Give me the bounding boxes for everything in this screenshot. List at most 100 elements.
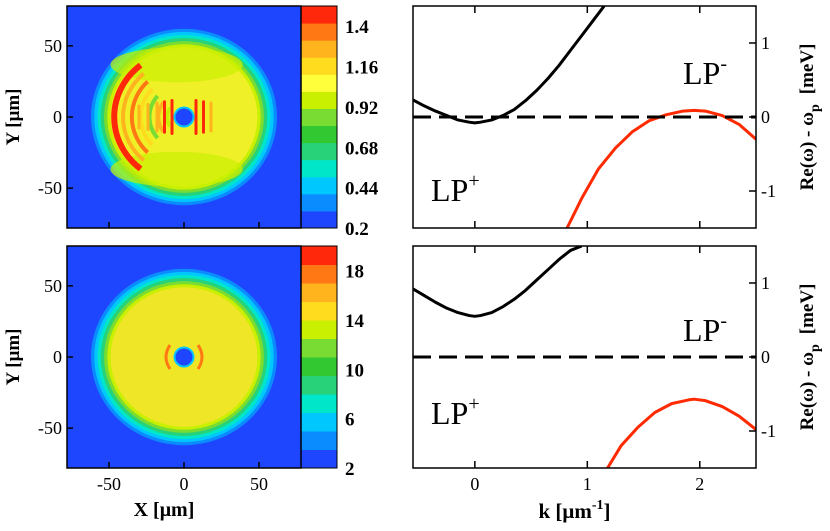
y-axis-label: Re(ω) - ωp [meV] <box>797 44 823 191</box>
y-tick-label: -1 <box>761 421 776 441</box>
colorbar-segment <box>301 264 337 284</box>
colorbar-segment <box>301 246 337 265</box>
map-stripe <box>170 99 174 135</box>
colorbar-segment <box>301 320 337 339</box>
annotation-lp-minus: LP- <box>683 53 727 91</box>
y-tick-label: 0 <box>53 107 62 127</box>
map-top-plot <box>67 6 301 228</box>
colorbar-segment <box>301 283 337 302</box>
annotation-lp-minus: LP- <box>683 310 727 348</box>
x-tick-label: 50 <box>250 474 268 494</box>
x-tick-label: -50 <box>97 474 121 494</box>
x-axis-label-close: ] <box>604 499 611 523</box>
y-axis-label-unit: [meV] <box>797 44 818 95</box>
map-defect <box>175 348 193 366</box>
y-axis-label-unit: [meV] <box>797 284 818 335</box>
colorbar-segment <box>301 449 337 469</box>
x-tick-label: 2 <box>695 474 704 494</box>
colorbar-tick-label: 14 <box>345 311 365 332</box>
colorbar-segment <box>301 375 337 395</box>
y-axis-label-main: Re(ω) - ω <box>797 112 818 191</box>
colorbar-segment <box>301 301 337 321</box>
y-axis-label: Y [μm] <box>3 88 24 145</box>
y-axis-label: Re(ω) - ωp [meV] <box>797 284 823 431</box>
x-tick-label: 0 <box>470 474 479 494</box>
disp-top-plot <box>413 6 756 228</box>
colorbar-segment <box>301 210 337 229</box>
x-axis-label: k [μm-1] <box>539 498 611 523</box>
colorbar-tick-label: 0.44 <box>345 179 379 200</box>
colorbar-segment <box>301 159 337 178</box>
y-axis-label-sub: p <box>808 344 823 352</box>
map-stripe <box>146 103 150 131</box>
colorbar-tick-label: 1.4 <box>345 17 369 38</box>
map-fringe-arc <box>111 62 143 172</box>
colorbar-tick-label: 18 <box>345 262 364 283</box>
map-stripe <box>155 101 159 133</box>
colorbar-tick-label: 1.16 <box>345 58 378 79</box>
map-lobe <box>196 344 204 370</box>
map-defect <box>175 108 193 126</box>
x-tick-label: 1 <box>583 474 592 494</box>
map-fringe-arc <box>165 106 172 128</box>
map-bottom-plot <box>67 246 301 468</box>
map-fringe-arc <box>138 87 154 147</box>
annotation-lp-minus-sup: - <box>720 53 727 75</box>
y-axis-label-main: Re(ω) - ω <box>797 352 818 431</box>
upper-branch-curve <box>606 397 756 468</box>
annotation-lp-plus-sup: + <box>468 170 479 192</box>
y-axis-label-sub: p <box>808 104 823 112</box>
colorbar-segment <box>301 176 337 195</box>
colorbar-segment <box>301 125 337 144</box>
y-tick-label: -50 <box>38 418 62 438</box>
annotation-lp-plus-base: LP <box>431 395 468 431</box>
upper-branch-curve <box>565 108 756 228</box>
y-tick-label: 50 <box>44 276 62 296</box>
colorbar-segment <box>301 57 337 75</box>
annotation-lp-plus: LP+ <box>431 170 480 208</box>
colorbar-tick-label: 0.2 <box>345 219 369 240</box>
x-axis-label-main: k [μm <box>539 499 593 523</box>
y-tick-label: 0 <box>761 347 770 367</box>
colorbar-segment <box>301 23 337 41</box>
map-stripe <box>202 100 205 134</box>
colorbar-segment <box>301 193 337 212</box>
x-axis-label-sup: -1 <box>592 498 604 513</box>
colorbar-segment <box>301 394 337 413</box>
map-stripe <box>137 104 141 130</box>
colorbar-segment <box>301 6 337 24</box>
y-tick-label: -1 <box>761 181 776 201</box>
colorbar-tick-label: 6 <box>345 410 355 431</box>
y-axis-label: Y [μm] <box>3 328 24 385</box>
annotation-lp-plus-sup: + <box>468 393 479 415</box>
map-lobe <box>164 344 172 370</box>
x-axis-label: X [μm] <box>134 499 195 521</box>
colorbar-segment <box>301 40 337 58</box>
annotation-lp-minus-sup: - <box>720 310 727 332</box>
y-tick-label: -50 <box>38 178 62 198</box>
map-stripe <box>163 100 166 134</box>
colorbar-segment <box>301 412 337 432</box>
annotation-lp-minus-base: LP <box>683 312 720 348</box>
colorbar-segment <box>301 91 337 109</box>
x-tick-label: 0 <box>180 474 189 494</box>
colorbar-segment <box>301 142 337 161</box>
y-tick-label: 0 <box>53 347 62 367</box>
y-tick-label: 1 <box>761 273 770 293</box>
annotation-lp-minus-base: LP <box>683 55 720 91</box>
map-stripe <box>209 101 213 133</box>
colorbar-segment <box>301 338 337 358</box>
y-tick-label: 50 <box>44 36 62 56</box>
annotation-lp-plus-base: LP <box>431 172 468 208</box>
y-tick-label: 0 <box>761 107 770 127</box>
map-fringe-arc <box>129 80 150 154</box>
map-fringe-arc <box>121 72 146 162</box>
colorbar-tick-label: 0.92 <box>345 98 378 119</box>
colorbar-segment <box>301 431 337 450</box>
colorbar-tick-label: 2 <box>345 459 355 480</box>
colorbar-tick-label: 0.68 <box>345 138 378 159</box>
colorbar-segment <box>301 108 337 127</box>
colorbar-segment <box>301 74 337 92</box>
colorbar-tick-label: 10 <box>345 360 364 381</box>
